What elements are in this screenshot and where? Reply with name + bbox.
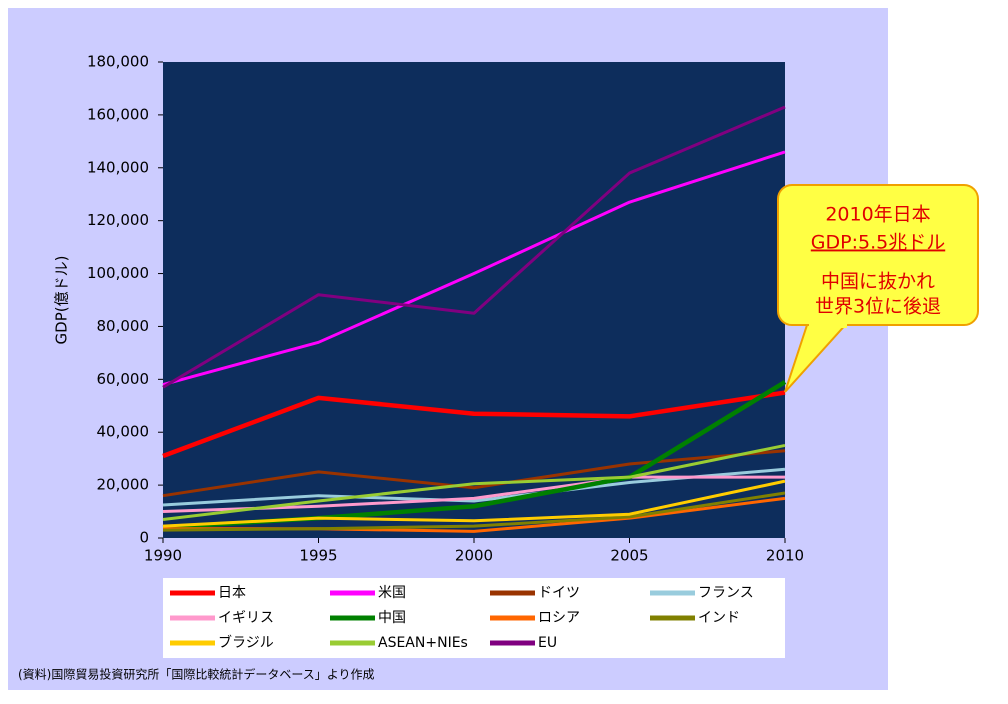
y-tick-label: 100,000 <box>87 264 149 282</box>
series-line <box>162 479 786 528</box>
callout <box>777 184 979 326</box>
plot: 0 20,000 40,000 60,000 80,000 100,000 120,000 1… <box>87 53 804 652</box>
legend-label: インド <box>698 610 740 626</box>
x-tick-label: 2005 <box>610 547 648 565</box>
y-tick-label: 0 <box>139 529 149 547</box>
y-tick-label: 120,000 <box>87 211 149 229</box>
legend-label: EU <box>538 635 557 651</box>
source-note: (資料)国際貿易投資研究所「国際比較統計データベース」より作成 <box>18 667 375 682</box>
x-tick-label: 1990 <box>144 547 182 565</box>
x-tick-label: 1995 <box>299 547 337 565</box>
callout-joint <box>809 318 847 328</box>
y-tick-label: 40,000 <box>97 423 150 441</box>
series-line <box>162 150 786 387</box>
series-line <box>162 390 786 459</box>
plot-area <box>163 62 785 538</box>
y-axis-label: GDP(億ドル) <box>53 256 71 345</box>
legend-label: ドイツ <box>538 585 580 601</box>
series-line <box>162 449 786 498</box>
callout-text: 中国に抜かれ <box>821 271 935 293</box>
legend-label: 中国 <box>378 610 406 626</box>
y-tick-label: 180,000 <box>87 53 149 71</box>
y-tick-label: 80,000 <box>97 317 150 335</box>
y-tick-label: 20,000 <box>97 476 150 494</box>
series-line <box>162 105 786 389</box>
y-tick-label: 160,000 <box>87 105 149 123</box>
y-tick-label: 60,000 <box>97 370 150 388</box>
x-tick-label: 2000 <box>455 547 493 565</box>
legend-label: ASEAN+NIEs <box>378 635 468 651</box>
legend-label: ブラジル <box>218 634 274 651</box>
series-line <box>162 491 786 532</box>
x-tick-label: 2010 <box>766 547 804 565</box>
y-tick-label: 140,000 <box>87 158 149 176</box>
callout-text: 2010年日本 <box>825 204 930 226</box>
legend-label: フランス <box>698 585 754 601</box>
callout-text: GDP:5.5兆ドル <box>811 232 945 254</box>
legend-label: 日本 <box>218 585 246 601</box>
callout-text: 世界3位に後退 <box>815 296 941 318</box>
legend-label: 米国 <box>378 585 406 601</box>
legend-label: ロシア <box>538 610 580 626</box>
series-line <box>162 443 786 521</box>
legend-label: イギリス <box>218 610 274 626</box>
